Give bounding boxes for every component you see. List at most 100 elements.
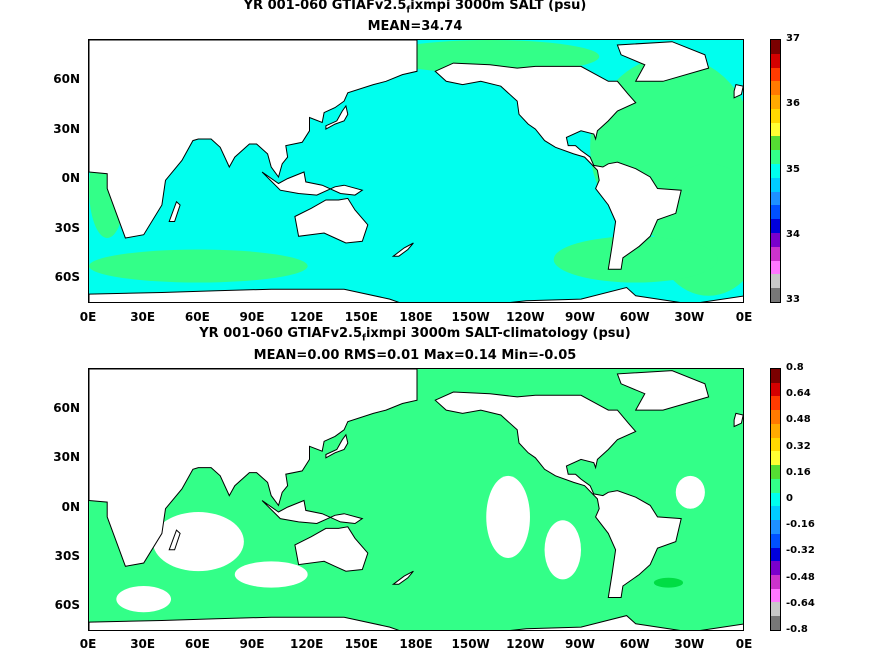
x-tick-label: 150E bbox=[344, 310, 378, 324]
colorbar-label: -0.16 bbox=[786, 519, 815, 531]
colorbar-segment bbox=[771, 288, 780, 302]
salinity-region bbox=[234, 561, 308, 588]
land-madagascar bbox=[168, 529, 181, 551]
land-americas bbox=[434, 62, 682, 270]
top-map bbox=[89, 40, 743, 302]
colorbar-segment bbox=[771, 506, 780, 521]
salinity-region bbox=[116, 585, 171, 613]
salinity-region bbox=[486, 475, 530, 559]
y-tick-label: 30N bbox=[53, 121, 80, 136]
y-tick-label: 0N bbox=[61, 499, 80, 514]
land-antarctica bbox=[89, 286, 743, 302]
y-tick-label: 60N bbox=[53, 72, 80, 87]
colorbar-segment bbox=[771, 520, 780, 534]
colorbar-segment bbox=[771, 575, 780, 589]
colorbar-label: 35 bbox=[786, 163, 800, 175]
colorbar-label: 0 bbox=[786, 493, 793, 504]
colorbar-segment bbox=[771, 492, 780, 507]
land-japan bbox=[325, 104, 349, 130]
x-tick-label: 0E bbox=[735, 310, 753, 324]
y-tick-label: 30N bbox=[53, 450, 80, 465]
bottom-title-sub: f bbox=[362, 333, 366, 344]
land-australia bbox=[294, 197, 369, 244]
salinity-region bbox=[89, 249, 308, 283]
x-tick-label: 30E bbox=[130, 310, 156, 324]
land-indonesia bbox=[261, 499, 364, 525]
x-tick-label: 150W bbox=[451, 637, 490, 651]
colorbar-segment bbox=[771, 437, 780, 452]
x-tick-label: 60E bbox=[184, 637, 210, 651]
salinity-region bbox=[675, 475, 705, 509]
x-tick-label: 150W bbox=[451, 310, 490, 324]
colorbar-segment bbox=[771, 260, 780, 275]
colorbar-label: 36 bbox=[786, 98, 800, 110]
land-uk bbox=[733, 84, 743, 99]
colorbar-segment bbox=[771, 219, 780, 233]
x-tick-label: 30W bbox=[674, 310, 705, 324]
x-tick-label: 120W bbox=[506, 637, 545, 651]
y-tick-label: 30S bbox=[54, 549, 80, 564]
x-tick-label: 90W bbox=[565, 310, 595, 324]
x-tick-label: 90E bbox=[239, 637, 265, 651]
salinity-region bbox=[544, 520, 581, 580]
colorbar-segment bbox=[771, 246, 780, 261]
colorbar-segment bbox=[771, 205, 780, 220]
colorbar-segment bbox=[771, 616, 780, 630]
bottom-subtitle: MEAN=0.00 RMS=0.01 Max=0.14 Min=-0.05 bbox=[253, 348, 577, 363]
colorbar-segment bbox=[771, 274, 780, 289]
y-tick-label: 0N bbox=[61, 171, 80, 186]
x-tick-label: 150E bbox=[344, 637, 378, 651]
x-tick-label: 0E bbox=[735, 637, 753, 651]
land-americas bbox=[434, 391, 682, 598]
colorbar-segment bbox=[771, 396, 780, 411]
colorbar-segment bbox=[771, 465, 780, 479]
colorbar-label: 0.64 bbox=[786, 388, 811, 400]
colorbar-segment bbox=[771, 382, 780, 397]
land-greenland bbox=[616, 370, 710, 411]
colorbar-segment bbox=[771, 369, 780, 383]
colorbar-label: 0.48 bbox=[786, 414, 811, 426]
colorbar-segment bbox=[771, 451, 780, 466]
bottom-title: YR 001-060 GTIAFv2.5fixmpi 3000m SALT-cl… bbox=[0, 326, 830, 344]
land-eurasia-africa-west bbox=[89, 40, 418, 239]
land-greenland bbox=[616, 41, 710, 82]
y-tick-label: 60N bbox=[53, 401, 80, 416]
colorbar-label: -0.32 bbox=[786, 545, 815, 557]
colorbar-label: -0.8 bbox=[786, 624, 808, 635]
colorbar-label: 0.8 bbox=[786, 362, 804, 373]
x-tick-label: 30W bbox=[674, 637, 705, 651]
colorbar-label: 0.32 bbox=[786, 440, 811, 452]
colorbar-segment bbox=[771, 53, 780, 68]
colorbar-label: 33 bbox=[786, 294, 800, 305]
land-madagascar bbox=[168, 200, 181, 222]
salinity-region bbox=[152, 512, 244, 572]
x-tick-label: 180E bbox=[399, 310, 433, 324]
colorbar-label: 34 bbox=[786, 228, 800, 240]
x-tick-label: 120E bbox=[290, 310, 324, 324]
x-tick-label: 60W bbox=[619, 310, 650, 324]
y-tick-label: 30S bbox=[54, 220, 80, 235]
colorbar-segment bbox=[771, 164, 780, 178]
colorbar-segment bbox=[771, 533, 780, 548]
y-tick-label: 60S bbox=[54, 270, 80, 285]
salinity-region bbox=[653, 577, 684, 588]
top-title-sub: f bbox=[406, 5, 411, 16]
colorbar-segment bbox=[771, 561, 780, 576]
colorbar-label: 0.16 bbox=[786, 466, 811, 478]
top-title: YR 001-060 GTIAFv2.5fixmpi 3000m SALT (p… bbox=[0, 0, 830, 16]
colorbar-segment bbox=[771, 95, 780, 109]
land-eurasia-africa-west bbox=[89, 369, 418, 567]
top-title-rest: ixmpi 3000m SALT (psu) bbox=[410, 0, 587, 13]
colorbar-segment bbox=[771, 177, 780, 192]
bottom-map-panel bbox=[88, 368, 744, 631]
colorbar-segment bbox=[771, 191, 780, 206]
colorbar-segment bbox=[771, 602, 780, 617]
colorbar-segment bbox=[771, 232, 780, 247]
x-tick-label: 120E bbox=[290, 637, 324, 651]
colorbar-label: -0.64 bbox=[786, 597, 815, 609]
colorbar-segment bbox=[771, 410, 780, 424]
bottom-colorbar bbox=[770, 368, 781, 631]
colorbar-segment bbox=[771, 423, 780, 438]
y-tick-label: 60S bbox=[54, 598, 80, 613]
x-tick-label: 30E bbox=[130, 637, 156, 651]
